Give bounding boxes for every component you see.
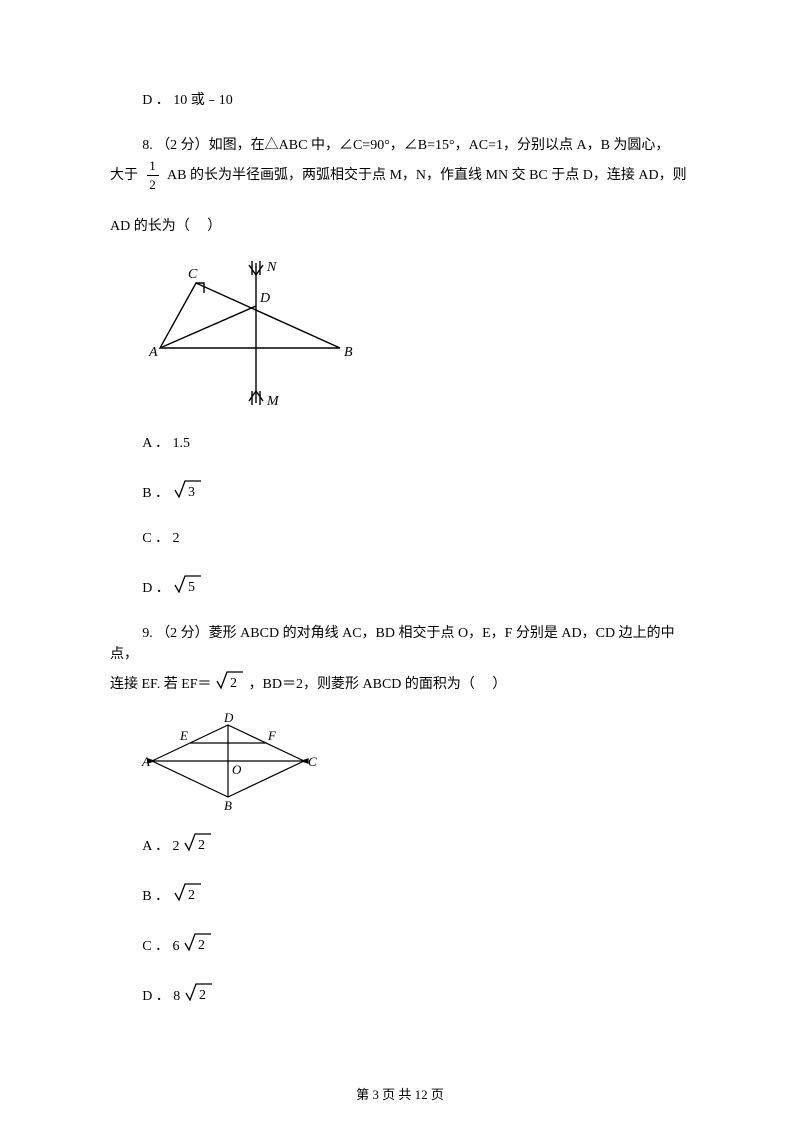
q8-stem-line1: 8. （2 分）如图，在△ABC 中，∠C=90°，∠B=15°，AC=1，分别… xyxy=(110,135,690,156)
svg-text:2: 2 xyxy=(198,838,205,853)
label-C: C xyxy=(188,267,198,282)
svg-text:2: 2 xyxy=(199,988,206,1003)
q8-stem-line2: 大于 12 AB 的长为半径画弧，两弧相交于点 M，N，作直线 MN 交 BC … xyxy=(110,160,690,192)
q9-stem-line2b: ，BD＝2，则菱形 ABCD 的面积为（ ） xyxy=(245,677,506,692)
q8-option-a: A ． 1.5 xyxy=(110,433,690,454)
q9-diagram: A B C D E F O xyxy=(140,711,320,811)
label-A: A xyxy=(148,345,158,360)
q9-stem-line1: 9. （2 分）菱形 ABCD 的对角线 AC，BD 相交于点 O，E，F 分别… xyxy=(110,623,690,665)
q9-stem-line2: 连接 EF. 若 EF＝ 2 ，BD＝2，则菱形 ABCD 的面积为（ ） xyxy=(110,669,690,695)
q8-option-d: D ． 5 xyxy=(110,573,690,599)
q8-option-b: B ． 3 xyxy=(110,478,690,504)
page-footer: 第 3 页 共 12 页 xyxy=(0,1085,800,1105)
svg-text:5: 5 xyxy=(188,580,195,595)
label-F: F xyxy=(267,728,277,743)
label-C2: C xyxy=(308,754,317,769)
label-N: N xyxy=(266,260,277,275)
label-D2: D xyxy=(223,711,234,725)
q7-option-d: D ． 10 或﹣10 xyxy=(110,90,690,111)
label-E: E xyxy=(179,728,188,743)
label-A2: A xyxy=(141,754,150,769)
page: D ． 10 或﹣10 8. （2 分）如图，在△ABC 中，∠C=90°，∠B… xyxy=(0,0,800,1132)
q8-stem-line2b: AB 的长为半径画弧，两弧相交于点 M，N，作直线 MN 交 BC 于点 D，连… xyxy=(164,168,687,183)
q8-diagram: A B C D N M xyxy=(140,253,380,413)
q8-stem-line3: AD 的长为（ ） xyxy=(110,216,690,237)
q9-stem-line2a: 连接 EF. 若 EF＝ xyxy=(110,677,215,692)
q9-option-c: C ． 6 2 xyxy=(110,931,690,957)
sqrt-5-icon: 5 xyxy=(173,573,203,595)
label-B: B xyxy=(344,345,353,360)
label-O: O xyxy=(232,762,242,777)
svg-text:2: 2 xyxy=(188,888,195,903)
label-D: D xyxy=(259,291,270,306)
sqrt-2b-icon: 2 xyxy=(173,881,203,903)
label-M: M xyxy=(266,394,280,409)
svg-text:2: 2 xyxy=(198,938,205,953)
label-B2: B xyxy=(224,798,232,811)
sqrt-2-icon: 2 xyxy=(215,669,245,691)
q8-stem-line2a: 大于 xyxy=(110,168,142,183)
sqrt-2a-icon: 2 xyxy=(183,831,213,853)
sqrt-2d-icon: 2 xyxy=(184,981,214,1003)
q8-option-c: C ． 2 xyxy=(110,528,690,549)
sqrt-2c-icon: 2 xyxy=(183,931,213,953)
sqrt-3-icon: 3 xyxy=(173,478,203,500)
svg-text:2: 2 xyxy=(230,676,237,691)
q9-option-d: D ． 8 2 xyxy=(110,981,690,1007)
q9-option-a: A ． 2 2 xyxy=(110,831,690,857)
svg-text:3: 3 xyxy=(188,485,195,500)
fraction-one-half: 12 xyxy=(144,160,162,192)
q9-option-b: B ． 2 xyxy=(110,881,690,907)
